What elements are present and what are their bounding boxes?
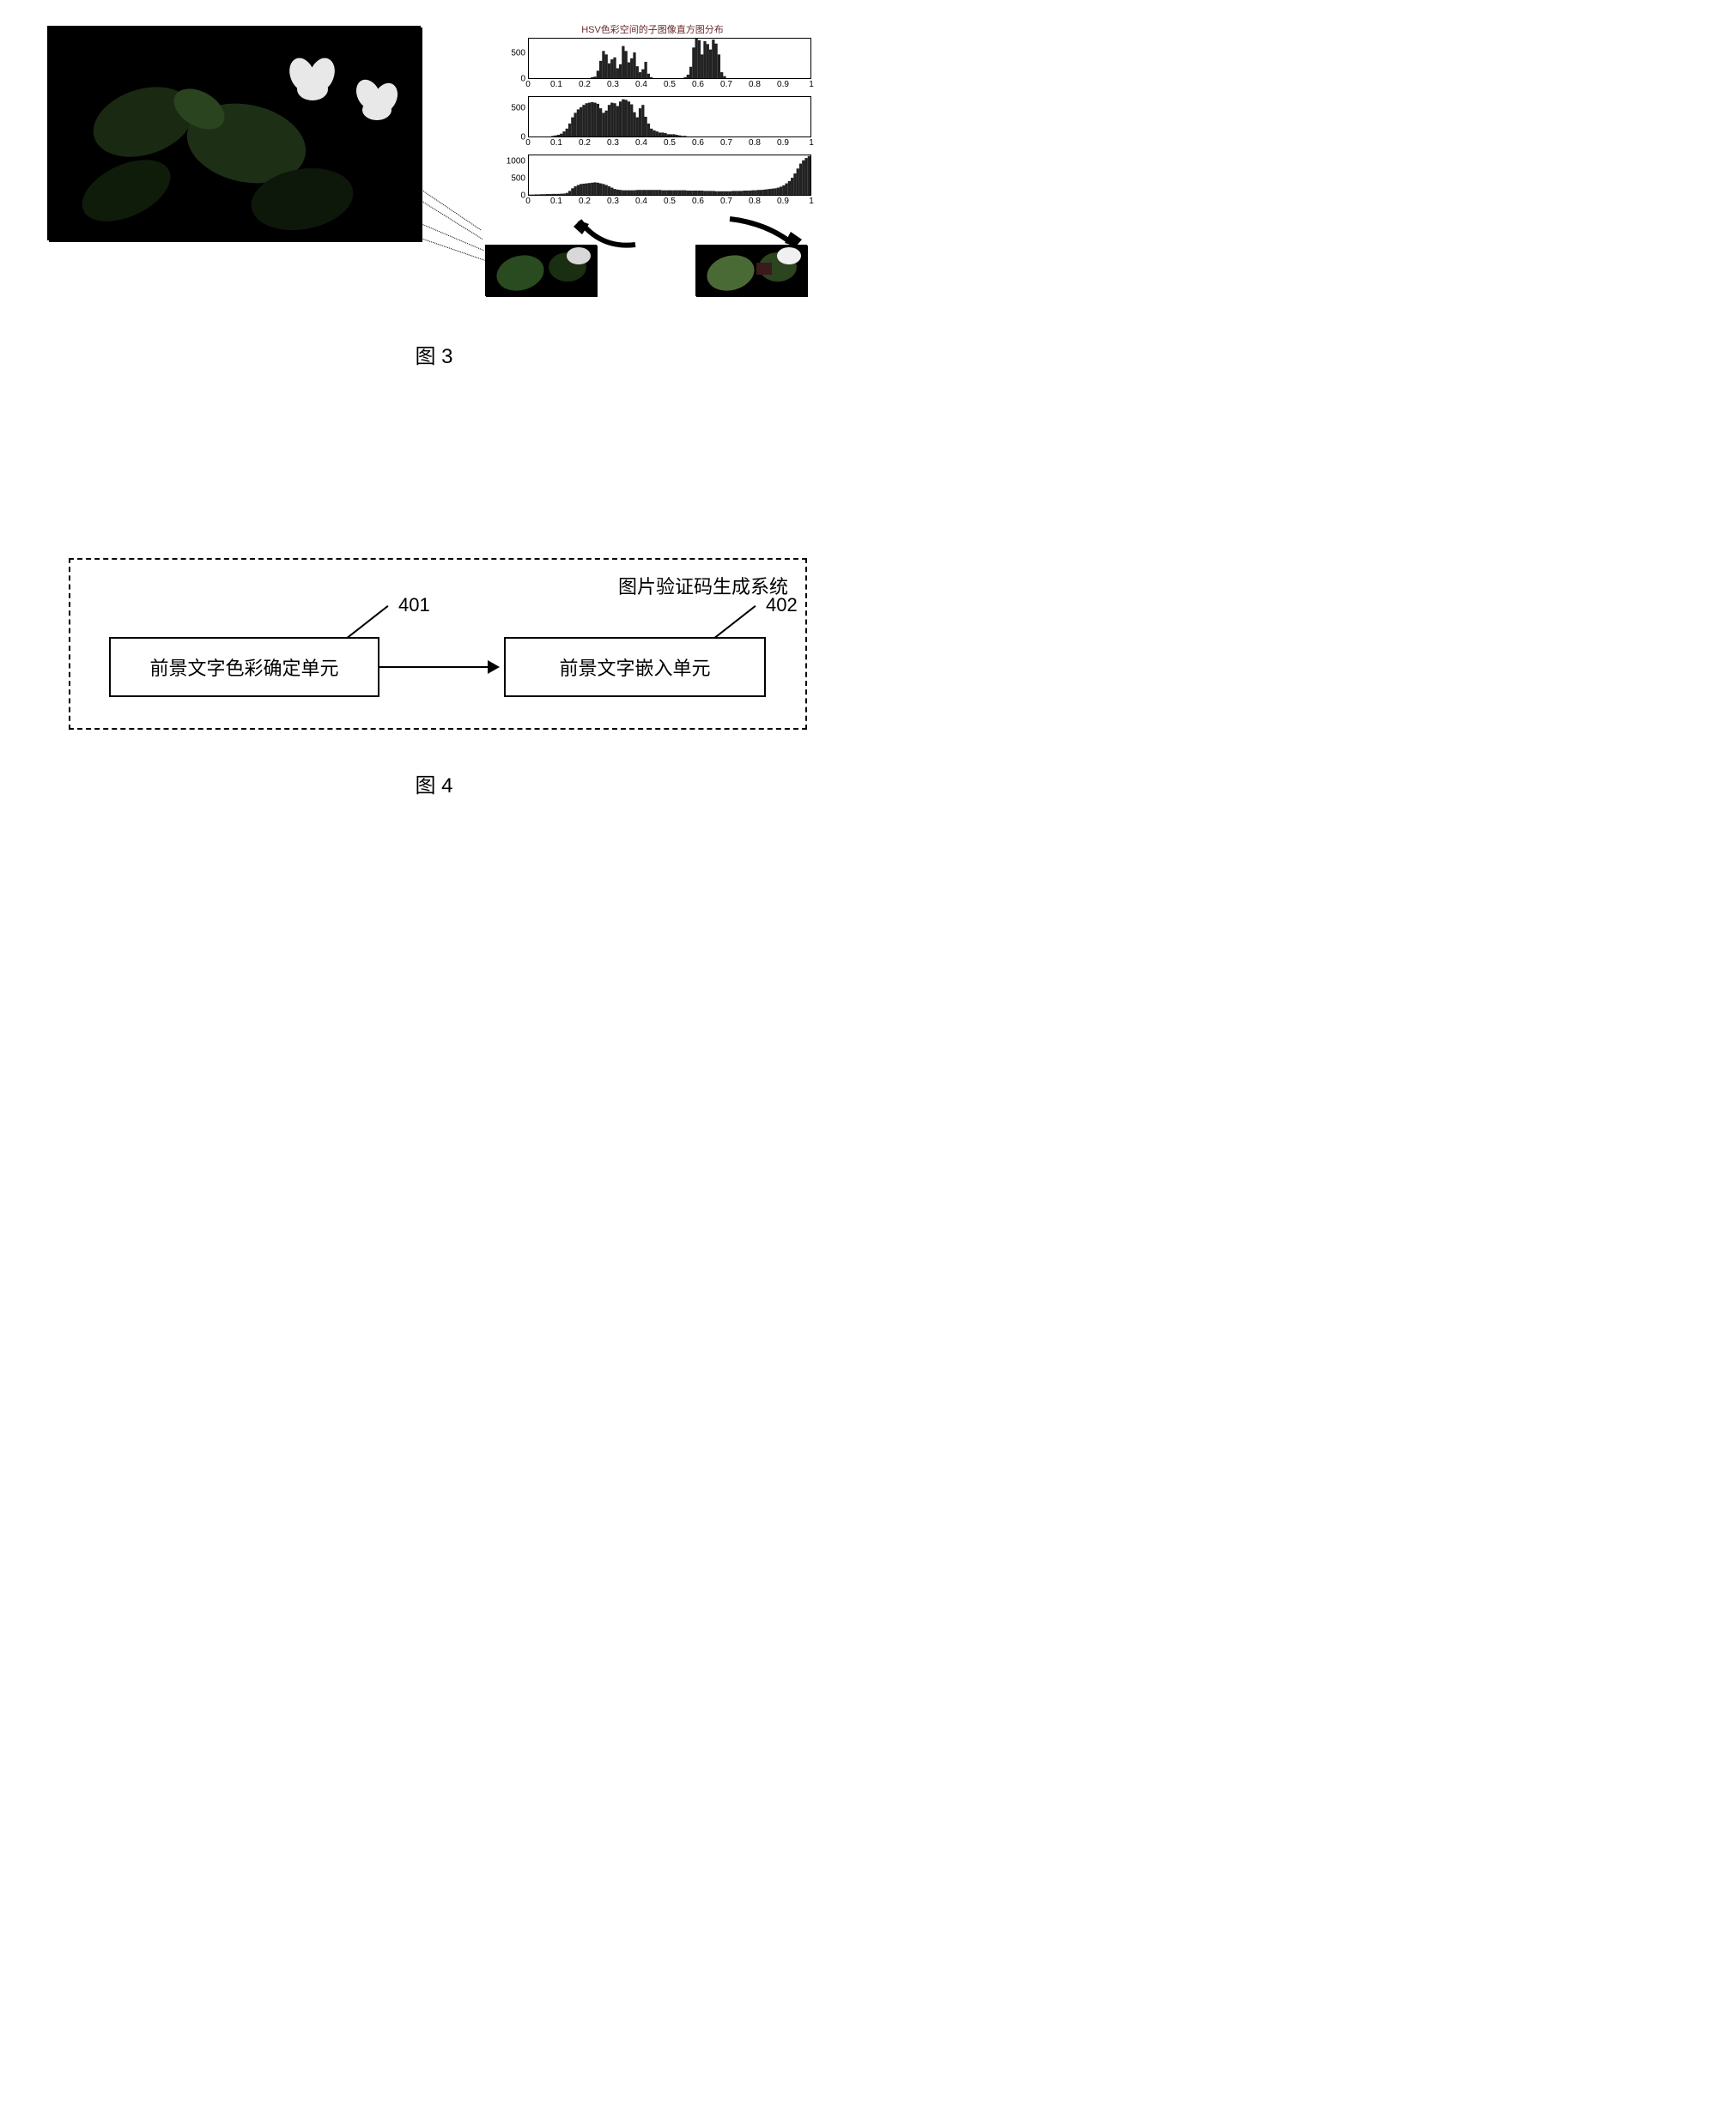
y-tick: 0 [520,191,525,201]
thumbnail-row [421,245,824,296]
x-tick: 0.2 [579,197,591,206]
x-tick: 0.3 [607,138,619,148]
x-tick: 0 [525,80,531,89]
x-tick: 0.9 [777,197,789,206]
lead-line-401 [347,605,389,639]
x-tick: 0.7 [720,138,732,148]
hist-bars [529,97,810,136]
x-tick: 0 [525,197,531,206]
figure-4-caption: 图 4 [0,768,868,798]
x-tick: 0.4 [635,138,647,148]
connector-arrow-line [379,666,488,668]
subimage-thumb-original [485,245,597,296]
value-histogram: 0 500 1000 0 0.1 0.2 0.3 0.4 0.5 0.6 0.7 0.8 0.9 1 [494,155,811,208]
x-tick: 0.7 [720,80,732,89]
x-tick: 0.8 [749,80,761,89]
x-tick: 0.8 [749,197,761,206]
y-tick: 0 [520,75,525,84]
page: HSV色彩空间的子图像直方图分布 0 500 0 0.1 0.2 0.3 0.4 0.5 0.6… [0,0,868,1058]
x-tick: 0.2 [579,138,591,148]
hue-histogram: 0 500 0 0.1 0.2 0.3 0.4 0.5 0.6 0.7 0.8 0.9 1 [494,38,811,91]
x-tick: 0.1 [550,80,562,89]
x-tick: 0.8 [749,138,761,148]
x-tick: 0.7 [720,197,732,206]
x-tick: 0.2 [579,80,591,89]
projection-line [420,200,483,240]
projection-line [420,189,481,230]
x-tick: 1 [809,138,814,148]
connector-arrow-head [488,660,500,674]
hist-bars [529,39,810,78]
x-tick: 0.1 [550,197,562,206]
y-tick: 1000 [507,157,525,167]
x-tick: 0.5 [664,197,676,206]
x-tick: 0.5 [664,80,676,89]
system-container: 图片验证码生成系统 前景文字色彩确定单元 前景文字嵌入单元 401 402 [69,558,807,730]
x-tick: 0.1 [550,138,562,148]
x-tick: 0.5 [664,138,676,148]
y-tick: 500 [511,49,525,58]
figure-4: 图片验证码生成系统 前景文字色彩确定单元 前景文字嵌入单元 401 402 [69,558,807,747]
photo-svg [49,27,422,242]
block-402: 前景文字嵌入单元 [504,637,766,697]
x-tick: 0.6 [692,197,704,206]
subimage-thumb-processed [695,245,807,296]
lead-line-402 [714,605,756,639]
x-tick: 0.6 [692,138,704,148]
source-photo [47,26,421,240]
x-tick: 0.4 [635,197,647,206]
x-tick: 0.4 [635,80,647,89]
chart-title: HSV色彩空间的子图像直方图分布 [494,22,811,36]
block-401-label: 前景文字色彩确定单元 [149,653,338,681]
x-tick: 1 [809,80,814,89]
ref-num-402: 402 [766,594,798,616]
y-tick: 500 [511,103,525,112]
x-tick: 0.9 [777,138,789,148]
x-tick: 0 [525,138,531,148]
x-tick: 0.3 [607,80,619,89]
block-401: 前景文字色彩确定单元 [109,637,379,697]
x-tick: 0.6 [692,80,704,89]
hsv-histogram-block: HSV色彩空间的子图像直方图分布 050000.10.20.30.40.50.6… [494,26,811,213]
hist-bars [529,155,810,195]
block-402-label: 前景文字嵌入单元 [559,653,710,681]
x-tick: 0.3 [607,197,619,206]
ref-num-401: 401 [398,594,430,616]
figure-3: HSV色彩空间的子图像直方图分布 050000.10.20.30.40.50.6… [47,26,820,296]
saturation-histogram: 0 500 0 0.1 0.2 0.3 0.4 0.5 0.6 0.7 0.8 0.9 1 [494,96,811,149]
system-title: 图片验证码生成系统 [618,572,788,599]
x-tick: 0.9 [777,80,789,89]
figure-3-caption: 图 3 [0,339,868,369]
y-tick: 0 [520,133,525,143]
y-tick: 500 [511,174,525,184]
x-tick: 1 [809,197,814,206]
